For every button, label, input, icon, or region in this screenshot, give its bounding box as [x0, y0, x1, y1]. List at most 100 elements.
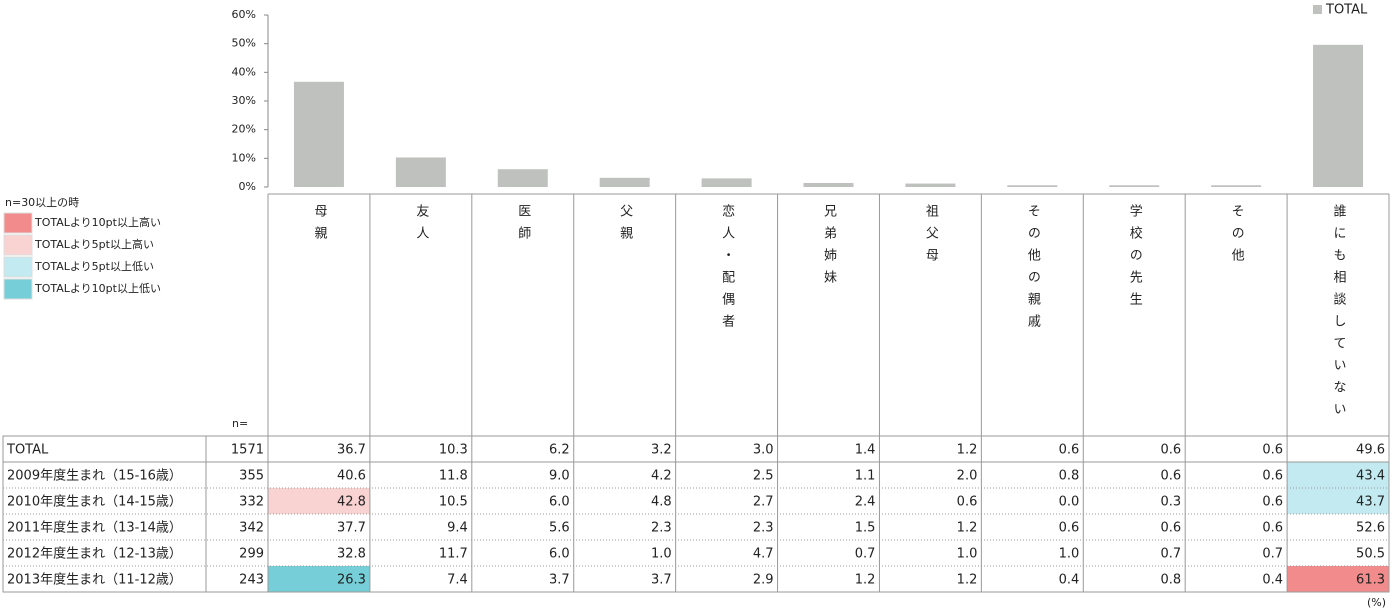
cell-highlight — [268, 488, 370, 514]
column-header: 父親 — [617, 204, 633, 248]
y-tick-label: 0% — [239, 180, 256, 193]
column-header: 友人 — [413, 203, 429, 248]
y-tick-label: 60% — [232, 8, 256, 21]
cell-value: 7.4 — [447, 573, 468, 588]
cell-value: 1.2 — [957, 573, 978, 588]
legend-swatch — [3, 234, 33, 256]
cell-value: 9.4 — [447, 521, 468, 536]
n-value: 299 — [239, 547, 264, 562]
cell-value: 3.7 — [651, 573, 672, 588]
cell-value: 36.7 — [337, 443, 366, 458]
legend-swatch — [3, 278, 33, 300]
cell-value: 1.0 — [957, 547, 978, 562]
cell-value: 3.0 — [753, 443, 774, 458]
row-label: TOTAL — [6, 443, 49, 458]
cell-value: 61.3 — [1356, 573, 1385, 588]
cell-value: 1.2 — [957, 521, 978, 536]
column-header: その他の親戚 — [1025, 204, 1041, 336]
row-label: 2009年度生まれ（15-16歳） — [7, 468, 182, 484]
n-value: 332 — [239, 495, 264, 510]
n-value: 342 — [239, 521, 264, 536]
legend-title: n=30以上の時 — [5, 196, 79, 209]
cell-value: 0.7 — [1160, 547, 1181, 562]
bar — [701, 178, 752, 187]
cell-value: 2.4 — [855, 495, 876, 510]
legend-swatch — [3, 212, 33, 234]
cell-value: 4.8 — [651, 495, 672, 510]
bar — [1313, 44, 1364, 188]
cell-value: 0.6 — [1160, 521, 1181, 536]
cell-value: 1.0 — [1059, 547, 1080, 562]
cell-value: 0.7 — [1262, 547, 1283, 562]
row-label: 2011年度生まれ（13-14歳） — [7, 520, 182, 536]
bar — [395, 157, 446, 187]
cell-value: 10.5 — [439, 495, 468, 510]
cell-value: 9.0 — [549, 469, 570, 484]
cell-value: 43.4 — [1356, 469, 1385, 484]
y-tick-label: 10% — [232, 151, 256, 164]
cell-value: 1.2 — [957, 443, 978, 458]
cell-highlight — [1287, 462, 1389, 488]
legend-label: TOTAL — [1325, 3, 1368, 18]
column-header: 恋人・配偶者 — [719, 203, 735, 336]
y-tick-label: 20% — [232, 123, 256, 136]
cell-value: 52.6 — [1356, 521, 1385, 536]
cell-value: 40.6 — [337, 469, 366, 484]
bar — [1211, 185, 1262, 187]
cell-highlight — [268, 566, 370, 592]
bar — [599, 177, 650, 187]
cell-value: 0.6 — [1262, 521, 1283, 536]
cell-value: 0.7 — [855, 547, 876, 562]
cell-value: 43.7 — [1356, 495, 1385, 510]
cell-value: 11.7 — [439, 547, 468, 562]
cell-value: 1.4 — [855, 443, 876, 458]
bar — [1007, 185, 1058, 187]
legend-label: TOTALより10pt以上低い — [34, 282, 161, 295]
cell-value: 0.8 — [1059, 469, 1080, 484]
cell-value: 6.0 — [549, 495, 570, 510]
cell-value: 0.6 — [1059, 443, 1080, 458]
cell-value: 0.6 — [957, 495, 978, 510]
y-tick-label: 30% — [232, 94, 256, 107]
legend-label: TOTALより10pt以上高い — [34, 215, 161, 229]
row-label: 2010年度生まれ（14-15歳） — [7, 494, 182, 510]
column-header: 学校の先生 — [1127, 203, 1143, 314]
column-header: その他 — [1229, 204, 1245, 270]
cell-value: 0.8 — [1160, 573, 1181, 588]
unit-label: (%) — [1367, 596, 1386, 609]
cell-value: 4.7 — [753, 547, 774, 562]
cell-value: 0.3 — [1160, 495, 1181, 510]
cell-value: 32.8 — [337, 547, 366, 562]
cell-value: 0.4 — [1262, 573, 1283, 588]
cell-value: 50.5 — [1356, 547, 1385, 562]
bar — [803, 182, 854, 187]
column-header: 兄弟姉妹 — [821, 204, 837, 292]
cell-value: 1.0 — [651, 547, 672, 562]
cell-value: 6.0 — [549, 547, 570, 562]
cell-value: 0.6 — [1059, 521, 1080, 536]
cell-value: 0.6 — [1160, 443, 1181, 458]
row-label: 2012年度生まれ（12-13歳） — [7, 546, 182, 562]
cell-value: 2.3 — [753, 521, 774, 536]
n-header: n= — [232, 417, 248, 430]
cell-highlight — [1287, 566, 1389, 592]
cell-value: 2.5 — [753, 469, 774, 484]
bar — [905, 183, 956, 187]
n-value: 243 — [239, 573, 264, 588]
cell-value: 37.7 — [337, 521, 366, 536]
cell-value: 6.2 — [549, 443, 570, 458]
legend-label: TOTALより5pt以上高い — [34, 237, 154, 251]
cell-value: 26.3 — [337, 573, 366, 588]
cell-value: 3.2 — [651, 443, 672, 458]
column-header: 誰にも相談していない — [1331, 203, 1347, 424]
column-header: 祖父母 — [923, 204, 939, 270]
y-tick-label: 40% — [232, 65, 256, 78]
cell-value: 5.6 — [549, 521, 570, 536]
cell-value: 0.6 — [1262, 469, 1283, 484]
bar — [497, 169, 548, 187]
cell-value: 0.6 — [1262, 495, 1283, 510]
cell-value: 2.0 — [957, 469, 978, 484]
cell-value: 0.6 — [1160, 469, 1181, 484]
cell-value: 0.0 — [1059, 495, 1080, 510]
